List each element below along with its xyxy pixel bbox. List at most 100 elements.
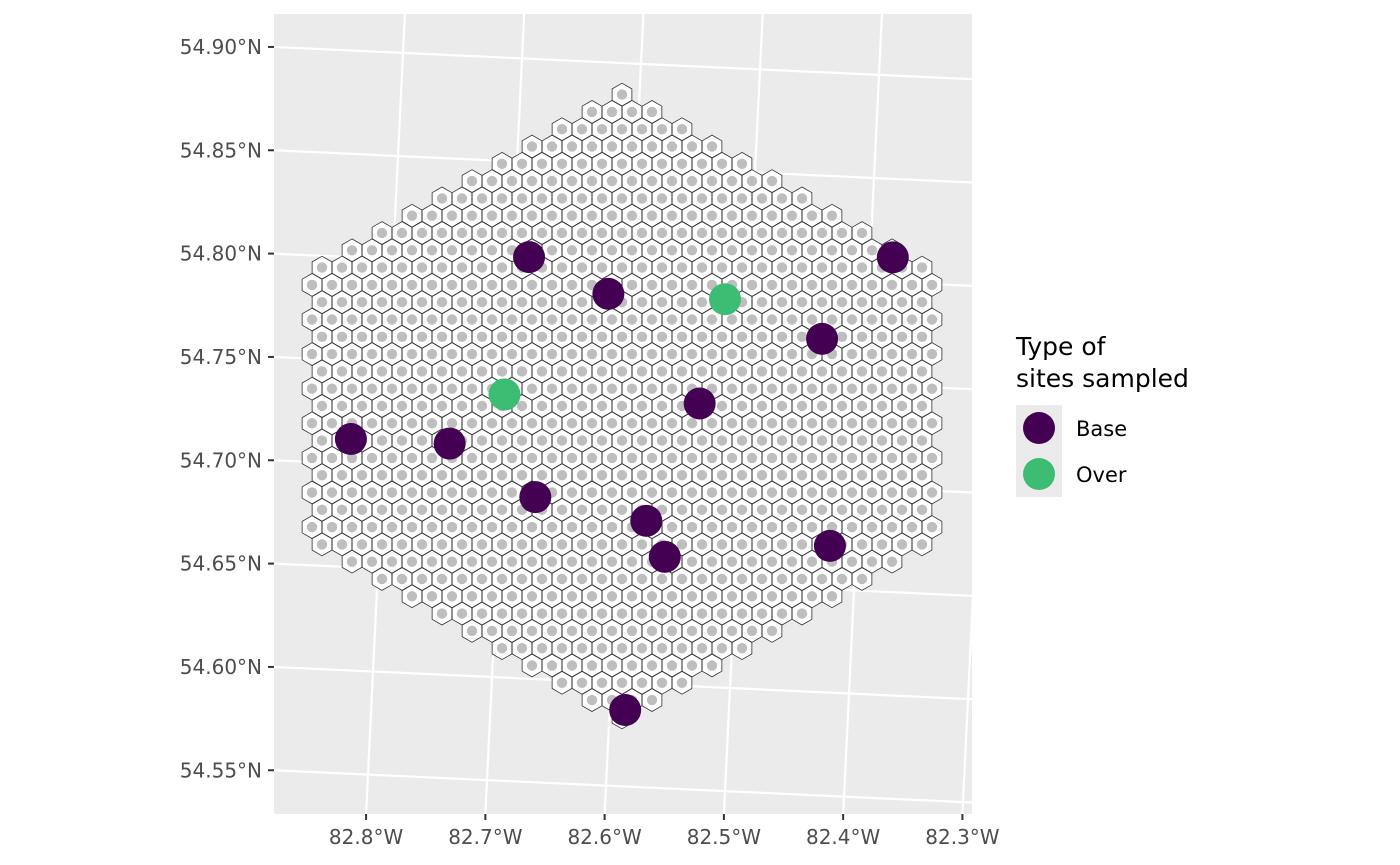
hex-centroid <box>706 314 718 325</box>
hex-centroid <box>696 227 708 239</box>
hex-centroid <box>736 435 748 446</box>
hex-centroid <box>536 608 548 619</box>
hex-centroid <box>616 124 628 135</box>
hex-centroid <box>736 470 748 481</box>
hex-centroid <box>506 348 518 360</box>
hex-centroid <box>486 348 498 360</box>
hex-centroid <box>866 452 878 464</box>
hex-centroid <box>566 383 578 394</box>
hex-centroid <box>616 366 628 377</box>
hex-centroid <box>646 175 658 187</box>
hex-centroid <box>356 366 368 377</box>
hex-centroid <box>526 383 538 394</box>
hex-centroid <box>446 279 458 291</box>
hex-centroid <box>856 262 868 273</box>
hex-centroid <box>876 435 888 446</box>
hex-centroid <box>526 418 538 429</box>
hex-centroid <box>896 331 908 342</box>
hex-centroid <box>826 245 838 256</box>
hex-centroid <box>506 210 518 221</box>
hex-centroid <box>606 487 618 498</box>
hex-centroid <box>476 331 488 342</box>
hex-centroid <box>586 694 598 706</box>
hex-centroid <box>506 591 518 602</box>
hex-centroid <box>846 279 858 291</box>
hex-centroid <box>406 383 418 394</box>
hex-centroid <box>616 331 628 342</box>
hex-centroid <box>516 643 528 654</box>
hex-centroid <box>346 452 358 464</box>
hex-centroid <box>746 175 758 187</box>
hex-centroid <box>756 573 768 585</box>
y-tick-label: 54.70°N <box>180 448 262 472</box>
hex-centroid <box>786 556 798 567</box>
hex-centroid <box>746 314 758 325</box>
hex-centroid <box>316 331 328 342</box>
hex-centroid <box>656 608 668 619</box>
hex-centroid <box>596 643 608 654</box>
hex-centroid <box>596 677 608 688</box>
hex-centroid <box>346 314 358 325</box>
hex-centroid <box>326 314 338 325</box>
hex-centroid <box>776 504 788 515</box>
sample-point-base <box>683 387 716 420</box>
hex-centroid <box>476 262 488 273</box>
hex-centroid <box>366 348 378 360</box>
hex-centroid <box>496 573 508 585</box>
hex-centroid <box>756 331 768 342</box>
hex-centroid <box>666 245 678 256</box>
hex-centroid <box>796 573 808 585</box>
hex-centroid <box>626 210 638 221</box>
hex-centroid <box>646 452 658 464</box>
x-tick-label: 82.3°W <box>925 825 1000 849</box>
hex-centroid <box>506 521 518 533</box>
hex-centroid <box>336 331 348 342</box>
hex-centroid <box>476 539 488 550</box>
hex-centroid <box>466 556 478 567</box>
hex-centroid <box>726 245 738 256</box>
hex-centroid <box>516 573 528 585</box>
hex-centroid <box>386 452 398 464</box>
hex-centroid <box>616 470 628 481</box>
hex-centroid <box>376 504 388 515</box>
hex-centroid <box>636 227 648 239</box>
hex-centroid <box>386 383 398 394</box>
hex-centroid <box>566 625 578 637</box>
hex-centroid <box>536 470 548 481</box>
hex-centroid <box>526 210 538 221</box>
hex-centroid <box>866 521 878 533</box>
hex-centroid <box>476 227 488 239</box>
hex-centroid <box>426 591 438 602</box>
hex-centroid <box>586 660 598 671</box>
hex-centroid <box>726 418 738 429</box>
hex-centroid <box>326 452 338 464</box>
sample-point-base <box>806 322 839 355</box>
hex-centroid <box>526 625 538 637</box>
y-tick-label: 54.55°N <box>180 758 262 782</box>
hex-centroid <box>516 227 528 239</box>
hex-centroid <box>906 487 918 498</box>
hex-centroid <box>376 331 388 342</box>
hex-centroid <box>316 504 328 515</box>
hex-centroid <box>466 210 478 221</box>
hex-centroid <box>626 487 638 498</box>
hex-centroid <box>526 591 538 602</box>
hex-centroid <box>776 573 788 585</box>
hex-centroid <box>606 383 618 394</box>
hex-centroid <box>626 314 638 325</box>
hex-centroid <box>696 573 708 585</box>
hex-centroid <box>916 366 928 377</box>
hex-centroid <box>716 400 728 412</box>
hex-centroid <box>736 400 748 412</box>
hex-centroid <box>486 245 498 256</box>
hex-centroid <box>366 245 378 256</box>
hex-centroid <box>516 608 528 619</box>
hex-centroid <box>626 660 638 671</box>
hex-centroid <box>446 314 458 325</box>
hex-centroid <box>676 331 688 342</box>
hex-centroid <box>746 418 758 429</box>
hex-centroid <box>406 279 418 291</box>
sample-point-base <box>609 694 642 727</box>
hex-centroid <box>466 452 478 464</box>
hex-centroid <box>356 297 368 308</box>
